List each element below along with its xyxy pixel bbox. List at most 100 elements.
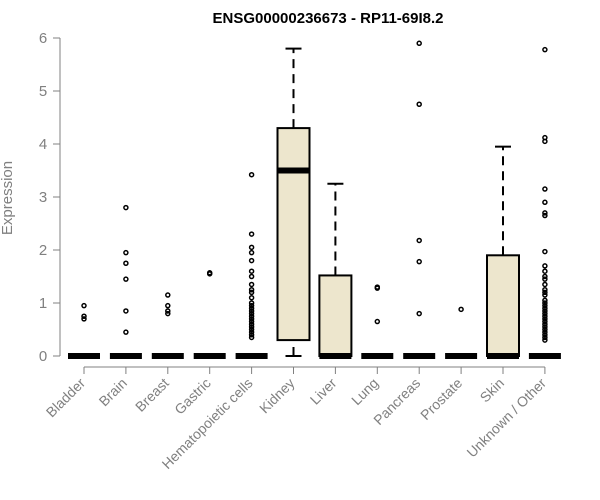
boxes-layer [68,40,561,359]
outlier-point [248,334,255,341]
outlier-point [248,318,255,325]
outlier-point [416,40,422,47]
outlier-point [542,326,548,333]
outlier-point [542,300,548,306]
outlier-point [542,287,548,293]
outlier-point [542,318,548,325]
outlier-point [248,171,255,178]
box [486,254,520,357]
outlier-point [81,316,87,322]
outlier-point [248,329,255,335]
outlier-point [123,308,129,314]
x-tick-label: Brain [96,375,130,409]
box-group [109,204,142,359]
outlier-point [123,249,129,256]
outlier-point [542,324,548,330]
box-group [445,306,478,359]
y-tick-label: 0 [39,348,47,365]
outlier-point [542,321,548,327]
outlier-point [542,305,548,312]
outlier-point [542,308,548,314]
outlier-point [248,310,255,317]
outlier-point [248,249,255,256]
outlier-point [542,186,548,192]
outlier-point [542,316,548,322]
outlier-point [542,138,548,145]
outlier-point [542,297,548,304]
outlier-point [206,271,213,277]
outlier-point [248,294,255,301]
outlier-point [542,276,548,282]
outlier-point [248,231,255,237]
y-tick-label: 1 [39,295,47,312]
box-group [486,145,520,359]
outlier-point [248,324,255,330]
y-tick-label: 4 [39,136,47,153]
outlier-point [542,212,548,219]
outlier-point [542,263,548,269]
outlier-point [248,308,255,314]
outlier-point [81,302,87,309]
box-group [151,292,184,359]
outlier-point [542,310,548,317]
x-tick-label: Unknown / Other [463,375,549,461]
outlier-point [123,204,129,211]
outlier-point [248,289,255,296]
outlier-point [248,268,255,274]
outlier-point [248,273,255,280]
outlier-point [416,310,422,317]
outlier-point [248,305,255,312]
y-tick-label: 2 [39,242,47,259]
outlier-point [542,281,548,288]
x-tick-label: Kidney [256,375,298,417]
outlier-point [248,332,255,338]
y-tick-label: 6 [39,30,47,47]
outlier-point [248,326,255,333]
outlier-point [248,244,255,251]
outlier-point [542,302,548,309]
outlier-point [542,199,548,206]
outlier-point [248,257,255,264]
outlier-point [123,260,129,266]
outlier-point [416,258,422,265]
outlier-point [542,292,548,298]
outlier-point [542,46,548,53]
box [276,127,311,342]
outlier-point [542,268,548,274]
x-tick-label: Prostate [417,375,465,423]
outlier-point [416,101,422,107]
box-group [318,182,353,359]
outlier-point [123,276,129,282]
x-tick-label: Lung [348,375,381,408]
outlier-point [81,313,87,319]
x-tick-label: Breast [132,375,172,415]
box-group [276,47,311,357]
outlier-point [542,289,548,296]
x-tick-label: Bladder [43,375,89,421]
outlier-point [165,302,171,309]
box-group [193,270,226,359]
outlier-point [374,285,381,291]
y-tick-label: 3 [39,189,47,206]
box-group [403,40,436,359]
outlier-point [248,300,255,306]
outlier-point [248,316,255,322]
box-group [235,171,268,359]
box-group [68,302,100,359]
outlier-point [248,281,255,288]
outlier-point [542,313,548,319]
outlier-point [248,321,255,327]
box-group [528,46,561,359]
outlier-point [542,273,548,280]
box [318,274,353,357]
outlier-point [165,310,171,317]
outlier-point [248,313,255,319]
y-axis-label: Expression [0,161,16,235]
y-axis: 0 1 2 3 4 5 6 [39,30,61,365]
outlier-point [542,329,548,335]
x-tick-label: Pancreas [370,375,423,428]
outlier-point [542,248,548,255]
outlier-point [374,318,381,325]
